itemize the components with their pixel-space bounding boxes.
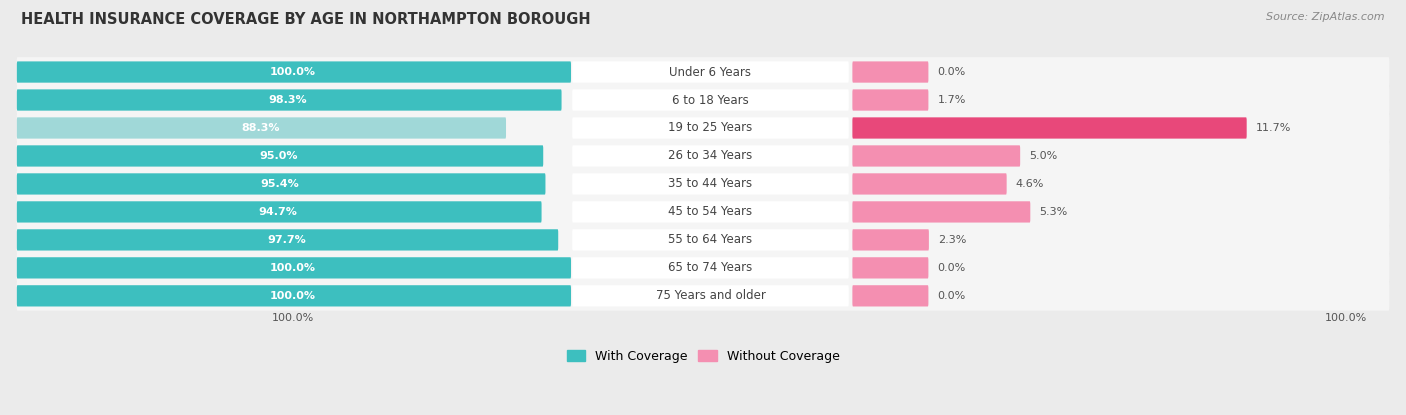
FancyBboxPatch shape: [572, 89, 849, 111]
FancyBboxPatch shape: [17, 85, 1389, 115]
FancyBboxPatch shape: [852, 117, 1247, 139]
Text: 1.7%: 1.7%: [938, 95, 966, 105]
Text: 26 to 34 Years: 26 to 34 Years: [668, 149, 752, 162]
FancyBboxPatch shape: [17, 169, 1389, 199]
FancyBboxPatch shape: [572, 117, 849, 139]
Text: 11.7%: 11.7%: [1256, 123, 1291, 133]
Text: 0.0%: 0.0%: [938, 67, 966, 77]
Text: 4.6%: 4.6%: [1015, 179, 1045, 189]
Text: 95.0%: 95.0%: [260, 151, 298, 161]
FancyBboxPatch shape: [572, 201, 849, 222]
FancyBboxPatch shape: [17, 229, 558, 251]
Text: Under 6 Years: Under 6 Years: [669, 66, 751, 78]
FancyBboxPatch shape: [852, 145, 1021, 166]
Text: 19 to 25 Years: 19 to 25 Years: [668, 122, 752, 134]
Text: 94.7%: 94.7%: [259, 207, 298, 217]
Text: 5.3%: 5.3%: [1039, 207, 1067, 217]
Text: 100.0%: 100.0%: [270, 67, 316, 77]
Text: 55 to 64 Years: 55 to 64 Years: [668, 233, 752, 247]
Text: Source: ZipAtlas.com: Source: ZipAtlas.com: [1267, 12, 1385, 22]
Text: 0.0%: 0.0%: [938, 263, 966, 273]
FancyBboxPatch shape: [852, 257, 928, 278]
FancyBboxPatch shape: [17, 113, 1389, 143]
FancyBboxPatch shape: [572, 173, 849, 195]
FancyBboxPatch shape: [17, 61, 571, 83]
FancyBboxPatch shape: [852, 173, 1007, 195]
FancyBboxPatch shape: [17, 173, 546, 195]
FancyBboxPatch shape: [852, 89, 928, 111]
Text: 6 to 18 Years: 6 to 18 Years: [672, 93, 749, 107]
Text: HEALTH INSURANCE COVERAGE BY AGE IN NORTHAMPTON BOROUGH: HEALTH INSURANCE COVERAGE BY AGE IN NORT…: [21, 12, 591, 27]
Legend: With Coverage, Without Coverage: With Coverage, Without Coverage: [561, 345, 845, 368]
Text: 45 to 54 Years: 45 to 54 Years: [668, 205, 752, 218]
Text: 100.0%: 100.0%: [271, 312, 314, 323]
Text: 2.3%: 2.3%: [938, 235, 966, 245]
FancyBboxPatch shape: [17, 117, 506, 139]
FancyBboxPatch shape: [572, 285, 849, 307]
FancyBboxPatch shape: [17, 225, 1389, 255]
FancyBboxPatch shape: [17, 201, 541, 222]
FancyBboxPatch shape: [572, 61, 849, 83]
FancyBboxPatch shape: [17, 57, 1389, 87]
Text: 100.0%: 100.0%: [1324, 312, 1367, 323]
FancyBboxPatch shape: [17, 253, 1389, 283]
Text: 75 Years and older: 75 Years and older: [655, 289, 765, 303]
Text: 95.4%: 95.4%: [260, 179, 299, 189]
FancyBboxPatch shape: [572, 145, 849, 166]
Text: 88.3%: 88.3%: [240, 123, 280, 133]
FancyBboxPatch shape: [852, 201, 1031, 222]
FancyBboxPatch shape: [572, 229, 849, 251]
FancyBboxPatch shape: [572, 257, 849, 278]
FancyBboxPatch shape: [17, 197, 1389, 227]
Text: 98.3%: 98.3%: [269, 95, 308, 105]
Text: 35 to 44 Years: 35 to 44 Years: [668, 178, 752, 190]
FancyBboxPatch shape: [17, 89, 561, 111]
Text: 97.7%: 97.7%: [267, 235, 305, 245]
FancyBboxPatch shape: [852, 285, 928, 307]
FancyBboxPatch shape: [17, 285, 571, 307]
FancyBboxPatch shape: [17, 145, 543, 166]
Text: 100.0%: 100.0%: [270, 263, 316, 273]
FancyBboxPatch shape: [17, 257, 571, 278]
Text: 100.0%: 100.0%: [270, 291, 316, 301]
FancyBboxPatch shape: [852, 61, 928, 83]
FancyBboxPatch shape: [852, 229, 929, 251]
FancyBboxPatch shape: [17, 281, 1389, 311]
Text: 0.0%: 0.0%: [938, 291, 966, 301]
Text: 5.0%: 5.0%: [1029, 151, 1057, 161]
FancyBboxPatch shape: [17, 141, 1389, 171]
Text: 65 to 74 Years: 65 to 74 Years: [668, 261, 752, 274]
